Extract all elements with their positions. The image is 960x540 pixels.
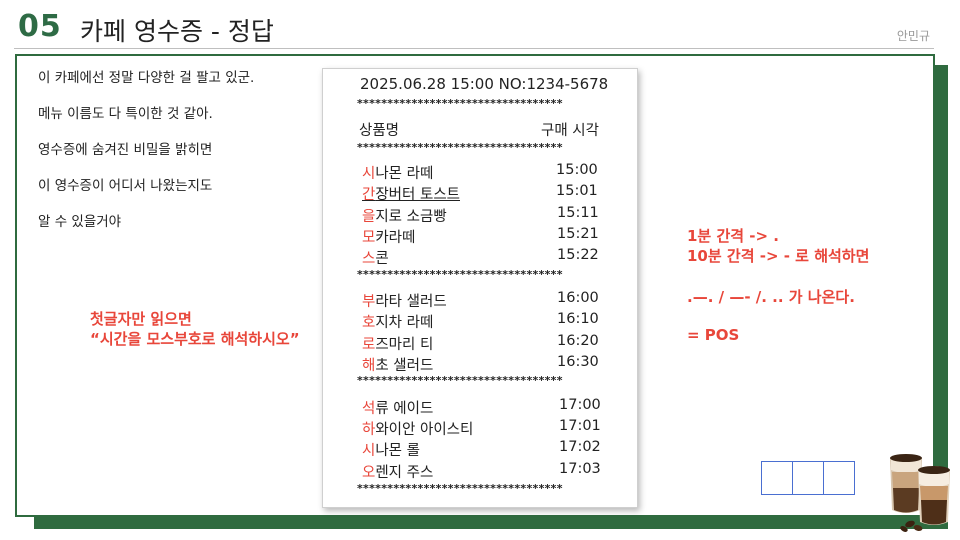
answer-boxes xyxy=(761,461,855,495)
item-first-char: 시 xyxy=(362,166,376,182)
item-first-char: 을 xyxy=(362,209,376,225)
item-first-char: 스 xyxy=(362,251,376,267)
item-name: 석류 에이드 xyxy=(362,397,433,418)
item-name-rest: 지차 라떼 xyxy=(375,315,434,331)
item-name: 호지차 라떼 xyxy=(362,311,433,332)
column-header-time: 구매 시각 xyxy=(541,123,599,139)
item-name-rest: 나몬 라떼 xyxy=(375,166,434,182)
receipt-item: 석류 에이드 17:00 xyxy=(323,397,639,417)
author-name: 안민규 xyxy=(896,29,930,43)
answer-box[interactable] xyxy=(761,461,793,495)
hint-rule-1: 1분 간격 -> . xyxy=(687,227,779,245)
receipt-item: 해초 샐러드 16:30 xyxy=(323,354,639,374)
item-time: 17:00 xyxy=(559,397,601,413)
item-name-rest: 초 샐러드 xyxy=(375,358,434,374)
hint-rule-2: 10분 간격 -> - 로 해석하면 xyxy=(687,247,870,265)
intro-line: 영수증에 숨겨진 비밀을 밝히면 xyxy=(38,142,213,158)
item-time: 16:20 xyxy=(557,333,599,349)
item-name: 간장버터 토스트 xyxy=(362,183,460,204)
receipt-item: 로즈마리 티 16:20 xyxy=(323,333,639,353)
item-name: 모카라떼 xyxy=(362,226,415,247)
intro-text: 이 카페에선 정말 다양한 걸 팔고 있군. 메뉴 이름도 다 특이한 것 같아… xyxy=(38,70,254,250)
item-name: 시나몬 라떼 xyxy=(362,162,433,183)
item-name-rest: 콘 xyxy=(375,251,389,267)
title-divider xyxy=(14,48,934,49)
item-name: 해초 샐러드 xyxy=(362,354,433,375)
item-name: 스콘 xyxy=(362,247,389,268)
item-name: 하와이안 아이스티 xyxy=(362,418,473,439)
receipt-item: 시나몬 라떼 15:00 xyxy=(323,162,639,182)
item-name-rest: 장버터 토스트 xyxy=(375,187,460,203)
item-name-rest: 카라떼 xyxy=(375,230,416,246)
item-time: 16:30 xyxy=(557,354,599,370)
item-first-char: 시 xyxy=(362,443,376,459)
item-name: 을지로 소금빵 xyxy=(362,205,447,226)
item-time: 15:01 xyxy=(556,183,598,199)
receipt-divider: ********************************** xyxy=(357,98,563,110)
receipt-item: 호지차 라떼 16:10 xyxy=(323,311,639,331)
item-first-char: 해 xyxy=(362,358,376,374)
column-header-name: 상품명 xyxy=(359,123,400,139)
item-name: 시나몬 롤 xyxy=(362,439,420,460)
item-time: 15:00 xyxy=(556,162,598,178)
receipt-item: 스콘 15:22 xyxy=(323,247,639,267)
answer-box[interactable] xyxy=(823,461,855,495)
receipt-item: 시나몬 롤 17:02 xyxy=(323,439,639,459)
item-first-char: 오 xyxy=(362,465,376,481)
hint-answer: = POS xyxy=(687,326,740,344)
item-first-char: 하 xyxy=(362,422,376,438)
item-time: 15:11 xyxy=(557,205,599,221)
hint-left: 첫글자만 읽으면 “시간을 모스부호로 해석하시오” xyxy=(90,309,300,349)
item-time: 16:10 xyxy=(557,311,599,327)
receipt-divider: ********************************** xyxy=(357,483,563,495)
hint-morse: .—. / —- /. .. 가 나온다. xyxy=(687,288,855,306)
receipt-header: 2025.06.28 15:00 NO:1234-5678 xyxy=(360,75,609,93)
item-name-rest: 라타 샐러드 xyxy=(375,294,447,310)
item-time: 17:03 xyxy=(559,461,601,477)
item-name: 오렌지 주스 xyxy=(362,461,433,482)
slide-title: 카페 영수증 - 정답 xyxy=(80,17,274,46)
receipt-divider: ********************************** xyxy=(357,142,563,154)
receipt-divider: ********************************** xyxy=(357,269,563,281)
intro-line: 이 카페에선 정말 다양한 걸 팔고 있군. xyxy=(38,70,255,86)
receipt-item: 하와이안 아이스티 17:01 xyxy=(323,418,639,438)
item-first-char: 부 xyxy=(362,294,376,310)
receipt-divider: ********************************** xyxy=(357,375,563,387)
item-first-char: 호 xyxy=(362,315,376,331)
hint-left-line: “시간을 모스부호로 해석하시오” xyxy=(90,330,300,348)
hint-left-line: 첫글자만 읽으면 xyxy=(90,310,192,328)
intro-line: 알 수 있을거야 xyxy=(38,214,122,230)
item-name-rest: 류 에이드 xyxy=(375,401,434,417)
answer-box[interactable] xyxy=(792,461,824,495)
item-first-char: 간 xyxy=(362,187,376,203)
item-first-char: 석 xyxy=(362,401,376,417)
item-name: 부라타 샐러드 xyxy=(362,290,447,311)
item-name-rest: 나몬 롤 xyxy=(375,443,420,459)
item-name-rest: 와이안 아이스티 xyxy=(375,422,474,438)
receipt-item: 을지로 소금빵 15:11 xyxy=(323,205,639,225)
receipt-item: 모카라떼 15:21 xyxy=(323,226,639,246)
intro-line: 이 영수증이 어디서 나왔는지도 xyxy=(38,178,213,194)
item-first-char: 모 xyxy=(362,230,376,246)
item-first-char: 로 xyxy=(362,337,376,353)
coffee-cups-icon xyxy=(890,454,950,532)
item-time: 17:01 xyxy=(559,418,601,434)
item-name-rest: 지로 소금빵 xyxy=(375,209,447,225)
item-name: 로즈마리 티 xyxy=(362,333,433,354)
item-name-rest: 렌지 주스 xyxy=(375,465,434,481)
item-time: 16:00 xyxy=(557,290,599,306)
item-time: 15:21 xyxy=(557,226,599,242)
receipt-item: 간장버터 토스트 15:01 xyxy=(323,183,639,203)
intro-line: 메뉴 이름도 다 특이한 것 같아. xyxy=(38,106,213,122)
receipt-item: 부라타 샐러드 16:00 xyxy=(323,290,639,310)
item-time: 17:02 xyxy=(559,439,601,455)
receipt: 2025.06.28 15:00 NO:1234-5678 **********… xyxy=(322,68,638,508)
item-name-rest: 즈마리 티 xyxy=(375,337,434,353)
slide-number: 05 xyxy=(18,9,62,44)
item-time: 15:22 xyxy=(557,247,599,263)
receipt-item: 오렌지 주스 17:03 xyxy=(323,461,639,481)
